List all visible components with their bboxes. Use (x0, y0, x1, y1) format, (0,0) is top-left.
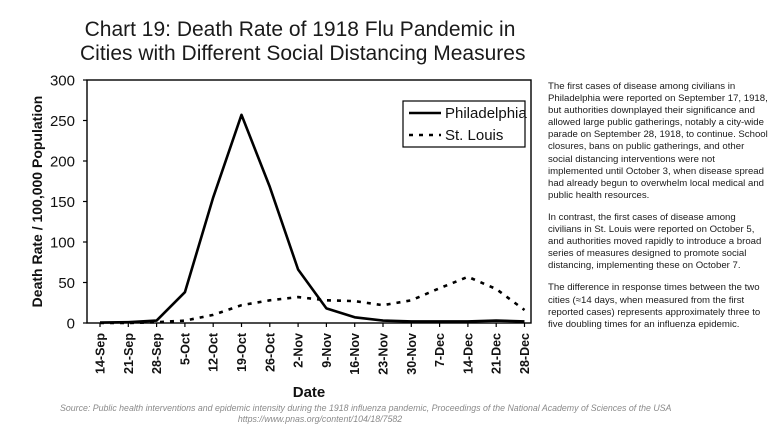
commentary-panel: The first cases of disease among civilia… (548, 81, 770, 341)
legend-label: Philadelphia (445, 105, 527, 122)
x-tick-label: 28-Sep (150, 333, 164, 374)
source-url: https://www.pnas.org/content/104/18/7582 (237, 414, 403, 424)
x-tick-label: 26-Oct (263, 332, 277, 372)
y-tick-label: 200 (50, 154, 75, 171)
x-tick-label: 28-Dec (518, 333, 532, 374)
x-tick-label: 5-Oct (178, 332, 192, 365)
x-tick-label: 21-Sep (122, 333, 136, 374)
x-tick-label: 14-Sep (94, 333, 108, 374)
x-tick-label: 21-Dec (490, 333, 504, 374)
x-tick-label: 9-Nov (320, 333, 334, 368)
x-tick-label: 12-Oct (207, 332, 221, 372)
source-citation: Source: Public health interventions and … (60, 403, 672, 413)
y-tick-label: 150 (50, 194, 75, 211)
x-axis-title: Date (293, 384, 326, 401)
y-tick-label: 100 (50, 235, 75, 252)
legend-label: St. Louis (445, 127, 503, 144)
series-line-philadelphia (99, 113, 525, 324)
x-tick-label: 7-Dec (433, 333, 447, 367)
y-tick-label: 250 (50, 113, 75, 130)
y-axis-title: Death Rate / 100,000 Population (29, 96, 45, 308)
chart-title-line-2: Cities with Different Social Distancing … (80, 42, 526, 65)
commentary-paragraph-1: The first cases of disease among civilia… (548, 81, 768, 201)
source-note: Source: Public health interventions and … (60, 403, 672, 425)
y-tick-label: 0 (67, 316, 75, 333)
x-tick-label: 30-Nov (405, 333, 419, 375)
commentary-paragraph-3: The difference in response times between… (548, 282, 761, 330)
x-tick-label: 14-Dec (461, 333, 475, 374)
chart-title-line-1: Chart 19: Death Rate of 1918 Flu Pandemi… (84, 18, 516, 41)
x-tick-label: 16-Nov (348, 333, 362, 375)
x-tick-label: 19-Oct (235, 332, 249, 372)
x-tick-label: 23-Nov (377, 333, 391, 375)
chart-title: Chart 19: Death Rate of 1918 Flu Pandemi… (80, 18, 526, 66)
legend-box (402, 100, 526, 148)
y-tick-label: 300 (50, 73, 75, 90)
y-tick-label: 50 (58, 275, 75, 292)
series-line-st-louis (100, 275, 526, 325)
commentary-paragraph-2: In contrast, the first cases of disease … (548, 211, 762, 272)
x-tick-label: 2-Nov (292, 333, 306, 368)
